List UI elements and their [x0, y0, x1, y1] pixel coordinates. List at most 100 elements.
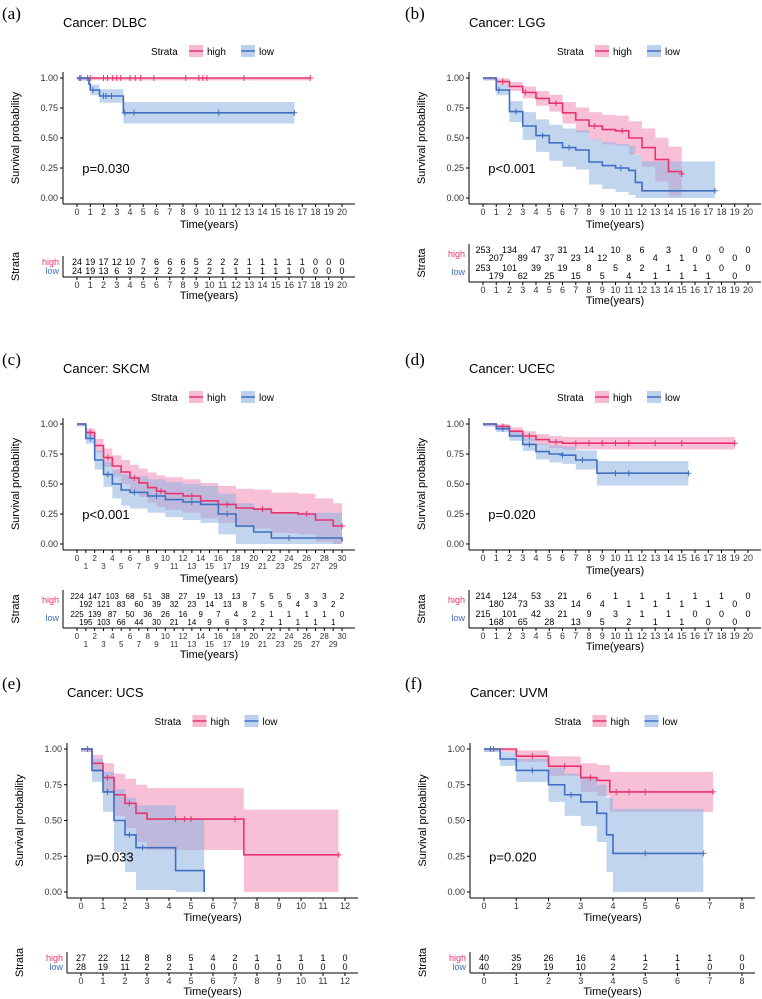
- risk-count-high: 37: [544, 253, 554, 263]
- table-x-tick-label: 19: [730, 631, 740, 641]
- risk-count-high: 27: [179, 592, 188, 601]
- risk-count-high: 4: [210, 953, 215, 963]
- x-tick-label: 5: [643, 901, 648, 911]
- risk-count-high: 1: [260, 257, 265, 267]
- x-tick-label: 5: [547, 207, 552, 217]
- censor-mark-low: [526, 441, 533, 448]
- risk-count-low: 2: [194, 266, 199, 276]
- x-tick-label: 30: [338, 554, 347, 563]
- risk-count-high: 2: [220, 257, 225, 267]
- table-x-label: Time(years): [586, 295, 644, 307]
- censor-mark-low: [103, 93, 110, 99]
- censor-mark-high: [529, 753, 536, 760]
- x-tick-label: 0: [75, 554, 80, 563]
- risk-count-low: 2: [251, 610, 256, 619]
- risk-count-low: 5: [600, 617, 605, 627]
- risk-count-low: 1: [666, 263, 671, 273]
- x-tick-label: 26: [302, 554, 311, 563]
- x-tick-label: 15: [205, 562, 214, 571]
- chart-title: Cancer: DLBC: [63, 15, 147, 30]
- censor-mark-high: [678, 440, 685, 447]
- table-x-tick-label: 10: [161, 632, 170, 641]
- risk-count-low: 65: [518, 617, 528, 627]
- x-tick-label: 3: [114, 207, 119, 217]
- censor-mark-high: [709, 788, 716, 795]
- risk-count-high: 1: [300, 257, 305, 267]
- risk-count-high: 6: [154, 257, 159, 267]
- risk-count-low: 42: [531, 609, 541, 619]
- risk-count-low: 168: [489, 617, 504, 627]
- risk-count-low: 15: [571, 271, 581, 281]
- censor-mark-high: [224, 501, 231, 508]
- censor-mark-high: [678, 171, 685, 177]
- risk-count-low: 2: [643, 962, 648, 972]
- table-x-tick-label: 19: [730, 285, 740, 295]
- x-tick-label: 17: [703, 553, 713, 563]
- risk-count-high: 2: [331, 600, 336, 609]
- table-x-label: Time(years): [180, 290, 238, 302]
- risk-count-high: 35: [511, 953, 521, 963]
- x-tick-label: 12: [231, 207, 241, 217]
- risk-count-high: 73: [518, 599, 528, 609]
- censor-mark-high: [188, 816, 194, 823]
- y-tick-label: 0.00: [446, 193, 464, 203]
- x-tick-label: 11: [624, 553, 633, 563]
- table-x-tick-label: 10: [204, 280, 214, 290]
- table-x-tick-label: 6: [675, 976, 680, 986]
- x-tick-label: 1: [494, 207, 499, 217]
- risk-count-high: 14: [584, 245, 594, 255]
- risk-count-high: 0: [706, 253, 711, 263]
- risk-count-low: 0: [276, 962, 281, 972]
- table-x-tick-label: 10: [610, 631, 620, 641]
- table-x-tick-label: 22: [267, 632, 276, 641]
- table-group-high: high: [448, 595, 465, 605]
- x-tick-label: 1: [100, 901, 105, 911]
- x-tick-label: 1: [84, 562, 89, 571]
- x-tick-label: 9: [194, 207, 199, 217]
- risk-count-low: 1: [273, 266, 278, 276]
- risk-count-low: 9: [198, 610, 203, 619]
- risk-count-low: 4: [234, 610, 239, 619]
- x-tick-label: 7: [707, 901, 712, 911]
- risk-count-high: 1: [707, 953, 712, 963]
- censor-mark-high: [613, 788, 620, 795]
- risk-count-high: 7: [251, 592, 256, 601]
- censor-mark-high: [137, 75, 144, 81]
- legend-label-high: high: [613, 393, 632, 404]
- chart-title: Cancer: UCS: [67, 685, 144, 700]
- x-tick-label: 20: [743, 207, 753, 217]
- censor-mark-low: [89, 87, 96, 93]
- table-x-tick-label: 24: [285, 632, 294, 641]
- p-value: p=0.033: [86, 849, 133, 864]
- risk-count-high: 3: [666, 245, 671, 255]
- risk-count-low: 0: [300, 266, 305, 276]
- p-value: p<0.001: [488, 161, 535, 176]
- risk-count-high: 0: [745, 245, 750, 255]
- risk-count-low: 0: [739, 962, 744, 972]
- censor-mark-high: [132, 75, 139, 81]
- panel-label: (d): [405, 350, 425, 369]
- x-tick-label: 17: [703, 207, 713, 217]
- risk-count-high: 19: [85, 257, 95, 267]
- risk-count-high: 26: [543, 953, 553, 963]
- table-x-tick-label: 8: [180, 280, 185, 290]
- x-tick-label: 6: [560, 207, 565, 217]
- risk-count-high: 68: [126, 592, 135, 601]
- risk-count-low: 1: [679, 271, 684, 281]
- risk-count-high: 89: [518, 253, 528, 263]
- x-tick-label: 18: [716, 207, 726, 217]
- x-tick-label: 7: [573, 207, 578, 217]
- x-tick-label: 13: [244, 207, 254, 217]
- table-x-tick-label: 9: [600, 631, 605, 641]
- ci-band-low: [483, 424, 689, 486]
- x-tick-label: 19: [324, 207, 334, 217]
- risk-count-high: 0: [719, 245, 724, 255]
- risk-count-high: 38: [161, 592, 170, 601]
- table-x-tick-label: 3: [144, 976, 149, 986]
- x-tick-label: 2: [507, 553, 512, 563]
- table-x-tick-label: 5: [547, 285, 552, 295]
- risk-count-high: 8: [144, 953, 149, 963]
- censor-mark-high: [259, 506, 266, 513]
- legend-label-low: low: [665, 393, 681, 404]
- risk-count-low: 39: [531, 263, 541, 273]
